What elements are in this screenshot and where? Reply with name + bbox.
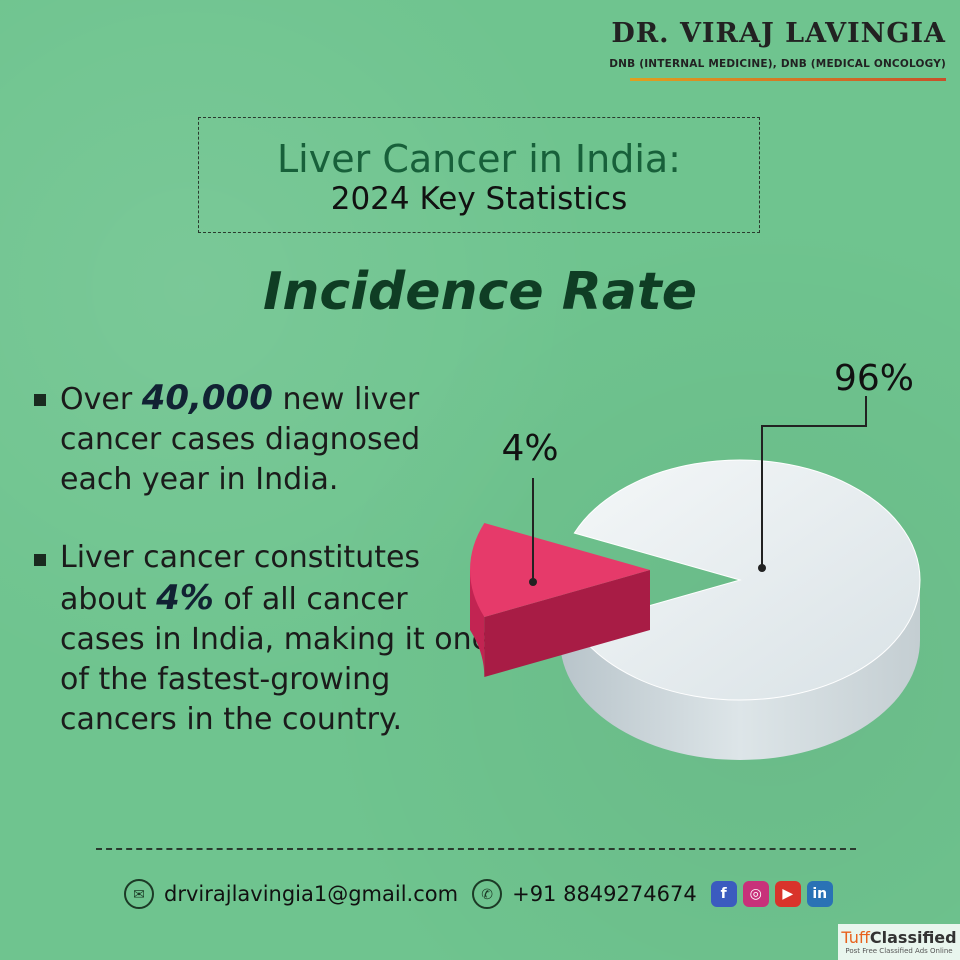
bullet-item: Liver cancer constitutes about 4% of all… [34, 538, 494, 740]
brand-credentials: DNB (INTERNAL MEDICINE), DNB (MEDICAL ON… [609, 58, 946, 70]
pie-group [470, 459, 921, 760]
watermark: TuffClassified Post Free Classified Ads … [838, 924, 960, 960]
label-96-leader-dot [758, 564, 766, 572]
bullet-highlight: 40,000 [141, 378, 273, 418]
pie-chart: 96% 4% [470, 358, 921, 760]
instagram-icon[interactable]: ◎ [742, 881, 769, 907]
youtube-icon[interactable]: ▶ [774, 881, 801, 907]
linkedin-icon[interactable]: in [806, 881, 833, 907]
label-4-leader-dot [529, 578, 537, 586]
title-line-2: 2024 Key Statistics [330, 181, 628, 217]
watermark-tagline: Post Free Classified Ads Online [845, 947, 953, 955]
bullet-square-icon [34, 554, 46, 566]
bullet-text: Liver cancer constitutes about 4% of all… [60, 540, 491, 737]
footer-phone[interactable]: +91 8849274674 [512, 882, 697, 906]
label-96-leader-line [761, 396, 867, 568]
brand-underline [630, 78, 946, 81]
brand-header: DR. VIRAJ LAVINGIA DNB (INTERNAL MEDICIN… [609, 18, 946, 81]
data-label-4: 4% [501, 428, 558, 469]
title-line-1: Liver Cancer in India: [277, 137, 681, 181]
label-group: 96% 4% [501, 358, 914, 586]
section-heading: Incidence Rate [263, 262, 697, 322]
pie-slice-4-face [484, 570, 650, 677]
pie-side-wall [560, 580, 920, 760]
footer: ✉ drvirajlavingia1@gmail.com ✆ +91 88492… [124, 874, 839, 914]
bullet-square-icon [34, 394, 46, 406]
bullet-list: Over 40,000 new liver cancer cases diagn… [34, 378, 494, 778]
bullet-item: Over 40,000 new liver cancer cases diagn… [34, 378, 494, 500]
data-label-96: 96% [834, 358, 914, 399]
bullet-text: Over 40,000 new liver cancer cases diagn… [60, 378, 421, 497]
watermark-name: TuffClassified [841, 928, 957, 947]
brand-name: DR. VIRAJ LAVINGIA [611, 18, 946, 49]
phone-icon: ✆ [472, 879, 503, 909]
pie-slice-96 [573, 459, 921, 701]
bullet-highlight: 4% [156, 578, 214, 618]
footer-email[interactable]: drvirajlavingia1@gmail.com [164, 882, 459, 906]
title-box: Liver Cancer in India: 2024 Key Statisti… [198, 117, 760, 233]
footer-divider [96, 848, 856, 850]
pie-slice-4 [470, 523, 650, 617]
email-icon: ✉ [124, 879, 154, 909]
facebook-icon[interactable]: f [710, 881, 737, 907]
